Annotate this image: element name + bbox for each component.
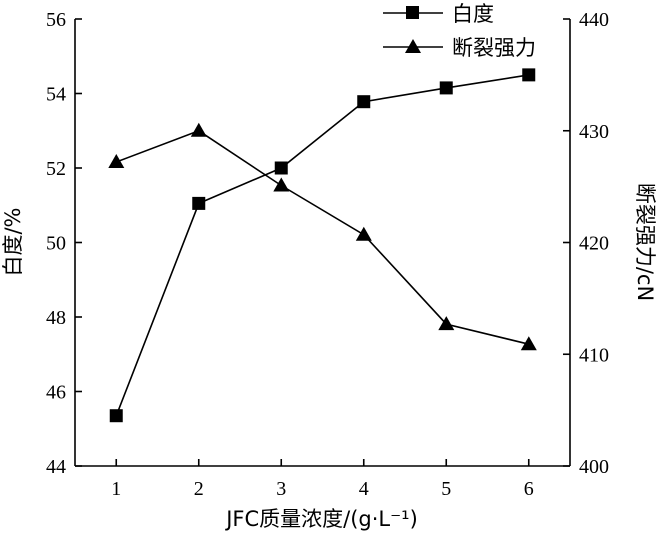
x-tick-label: 2 bbox=[194, 478, 204, 500]
right-y-ticks: 400 410 420 430 440 bbox=[563, 9, 609, 478]
data-point-square bbox=[192, 196, 206, 210]
data-point-triangle bbox=[520, 336, 537, 351]
right-y-axis-title: 断裂强力/cN bbox=[633, 183, 657, 301]
x-tick-label: 5 bbox=[441, 478, 451, 500]
legend: 白度 断裂强力 bbox=[383, 2, 536, 60]
series-line-0 bbox=[115, 74, 529, 416]
right-y-tick-label: 440 bbox=[579, 9, 609, 31]
left-y-tick-label: 48 bbox=[46, 307, 66, 329]
left-y-tick-label: 50 bbox=[46, 233, 66, 255]
right-y-tick-label: 410 bbox=[579, 344, 609, 366]
left-y-tick-label: 44 bbox=[46, 456, 66, 478]
x-axis-title: JFC质量浓度/(g·L⁻¹) bbox=[224, 507, 418, 531]
data-point-triangle bbox=[438, 316, 455, 331]
left-y-ticks: 44 46 48 50 52 54 56 bbox=[46, 9, 82, 478]
data-point-triangle bbox=[273, 177, 290, 192]
x-ticks: 1 2 3 4 5 6 bbox=[111, 459, 534, 500]
legend-triangle-marker bbox=[405, 39, 421, 53]
series-line-1 bbox=[116, 129, 529, 345]
legend-square-marker bbox=[406, 6, 419, 19]
right-y-tick-label: 430 bbox=[579, 121, 609, 143]
left-y-tick-label: 46 bbox=[46, 382, 66, 404]
left-y-tick-label: 52 bbox=[46, 158, 66, 180]
data-point-triangle bbox=[190, 122, 207, 137]
data-point-triangle bbox=[108, 154, 125, 168]
data-point-square bbox=[274, 161, 288, 175]
x-tick-label: 3 bbox=[276, 478, 286, 500]
data-point-square bbox=[109, 409, 123, 423]
legend-label-whiteness: 白度 bbox=[452, 2, 494, 26]
x-tick-label: 6 bbox=[524, 478, 534, 500]
left-y-tick-label: 56 bbox=[46, 9, 66, 31]
legend-label-strength: 断裂强力 bbox=[452, 36, 536, 60]
left-y-axis-title: 白度/% bbox=[1, 207, 25, 276]
series-layer bbox=[108, 68, 537, 423]
x-tick-label: 1 bbox=[111, 478, 121, 500]
data-point-square bbox=[439, 81, 453, 95]
right-y-tick-label: 420 bbox=[579, 233, 609, 255]
right-y-tick-label: 400 bbox=[579, 456, 609, 478]
left-y-tick-label: 54 bbox=[46, 84, 66, 106]
data-point-square bbox=[357, 95, 371, 109]
data-point-triangle bbox=[355, 226, 372, 241]
x-tick-label: 4 bbox=[359, 478, 369, 500]
data-point-square bbox=[522, 68, 536, 82]
